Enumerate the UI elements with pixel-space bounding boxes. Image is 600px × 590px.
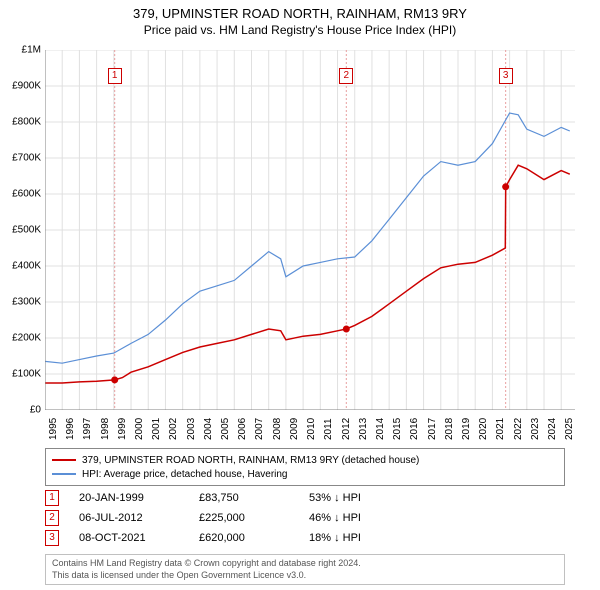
legend-item: 379, UPMINSTER ROAD NORTH, RAINHAM, RM13… xyxy=(52,453,558,467)
title-block: 379, UPMINSTER ROAD NORTH, RAINHAM, RM13… xyxy=(0,0,600,37)
x-tick-label: 1995 xyxy=(48,418,59,440)
sale-row: 1 20-JAN-1999 £83,750 53% ↓ HPI xyxy=(45,488,565,508)
x-tick-label: 2012 xyxy=(341,418,352,440)
x-tick-label: 2016 xyxy=(409,418,420,440)
series-price_paid xyxy=(45,165,570,383)
title-subtitle: Price paid vs. HM Land Registry's House … xyxy=(0,23,600,37)
legend-swatch xyxy=(52,459,76,461)
x-tick-label: 2023 xyxy=(530,418,541,440)
sale-marker-3: 3 xyxy=(499,68,513,84)
x-tick-label: 2015 xyxy=(392,418,403,440)
sale-row-marker: 1 xyxy=(45,490,59,506)
footnote: Contains HM Land Registry data © Crown c… xyxy=(45,554,565,585)
x-tick-label: 1998 xyxy=(100,418,111,440)
sale-marker-2: 2 xyxy=(339,68,353,84)
x-tick-label: 2024 xyxy=(547,418,558,440)
sale-date: 20-JAN-1999 xyxy=(79,492,179,504)
y-tick-label: £1M xyxy=(22,45,41,56)
x-tick-label: 2018 xyxy=(444,418,455,440)
sale-hpi-delta: 53% ↓ HPI xyxy=(309,492,399,504)
y-tick-label: £400K xyxy=(12,261,41,272)
x-tick-label: 2014 xyxy=(375,418,386,440)
x-tick-label: 2002 xyxy=(168,418,179,440)
footnote-line1: Contains HM Land Registry data © Crown c… xyxy=(52,558,558,570)
y-tick-label: £900K xyxy=(12,81,41,92)
x-tick-label: 2022 xyxy=(513,418,524,440)
x-tick-label: 2021 xyxy=(495,418,506,440)
sale-row-marker: 2 xyxy=(45,510,59,526)
sale-dot xyxy=(111,376,118,383)
legend: 379, UPMINSTER ROAD NORTH, RAINHAM, RM13… xyxy=(45,448,565,486)
x-tick-label: 2013 xyxy=(358,418,369,440)
x-tick-label: 2009 xyxy=(289,418,300,440)
x-tick-label: 2017 xyxy=(427,418,438,440)
sale-dot xyxy=(343,326,350,333)
x-tick-label: 1997 xyxy=(82,418,93,440)
sale-hpi-delta: 46% ↓ HPI xyxy=(309,512,399,524)
x-tick-label: 2007 xyxy=(254,418,265,440)
x-tick-label: 2025 xyxy=(564,418,575,440)
x-tick-label: 2005 xyxy=(220,418,231,440)
x-tick-label: 2003 xyxy=(186,418,197,440)
x-tick-label: 2001 xyxy=(151,418,162,440)
x-tick-label: 2019 xyxy=(461,418,472,440)
sales-table: 1 20-JAN-1999 £83,750 53% ↓ HPI 2 06-JUL-2012… xyxy=(45,488,565,548)
x-tick-label: 2010 xyxy=(306,418,317,440)
x-tick-label: 1996 xyxy=(65,418,76,440)
sale-dot xyxy=(502,183,509,190)
y-tick-label: £300K xyxy=(12,297,41,308)
sale-row: 2 06-JUL-2012 £225,000 46% ↓ HPI xyxy=(45,508,565,528)
sale-date: 06-JUL-2012 xyxy=(79,512,179,524)
sale-hpi-delta: 18% ↓ HPI xyxy=(309,532,399,544)
y-tick-label: £700K xyxy=(12,153,41,164)
x-tick-label: 2000 xyxy=(134,418,145,440)
sale-row-marker: 3 xyxy=(45,530,59,546)
y-tick-label: £100K xyxy=(12,369,41,380)
y-tick-label: £0 xyxy=(30,405,41,416)
x-tick-label: 2008 xyxy=(272,418,283,440)
legend-swatch xyxy=(52,473,76,475)
x-tick-label: 2011 xyxy=(323,418,334,440)
sale-marker-1: 1 xyxy=(108,68,122,84)
sale-price: £620,000 xyxy=(199,532,289,544)
legend-item: HPI: Average price, detached house, Have… xyxy=(52,467,558,481)
x-tick-label: 2004 xyxy=(203,418,214,440)
footnote-line2: This data is licensed under the Open Gov… xyxy=(52,570,558,582)
x-tick-label: 1999 xyxy=(117,418,128,440)
chart-container: 379, UPMINSTER ROAD NORTH, RAINHAM, RM13… xyxy=(0,0,600,590)
y-tick-label: £800K xyxy=(12,117,41,128)
y-tick-label: £500K xyxy=(12,225,41,236)
y-tick-label: £200K xyxy=(12,333,41,344)
sale-price: £225,000 xyxy=(199,512,289,524)
y-tick-label: £600K xyxy=(12,189,41,200)
chart-plot-area: 1 2 3 xyxy=(45,50,575,410)
sale-date: 08-OCT-2021 xyxy=(79,532,179,544)
x-tick-label: 2006 xyxy=(237,418,248,440)
chart-svg xyxy=(45,50,575,410)
legend-label: HPI: Average price, detached house, Have… xyxy=(82,469,288,480)
legend-label: 379, UPMINSTER ROAD NORTH, RAINHAM, RM13… xyxy=(82,455,419,466)
sale-price: £83,750 xyxy=(199,492,289,504)
title-address: 379, UPMINSTER ROAD NORTH, RAINHAM, RM13… xyxy=(0,6,600,21)
series-hpi xyxy=(45,113,570,363)
sale-row: 3 08-OCT-2021 £620,000 18% ↓ HPI xyxy=(45,528,565,548)
x-tick-label: 2020 xyxy=(478,418,489,440)
